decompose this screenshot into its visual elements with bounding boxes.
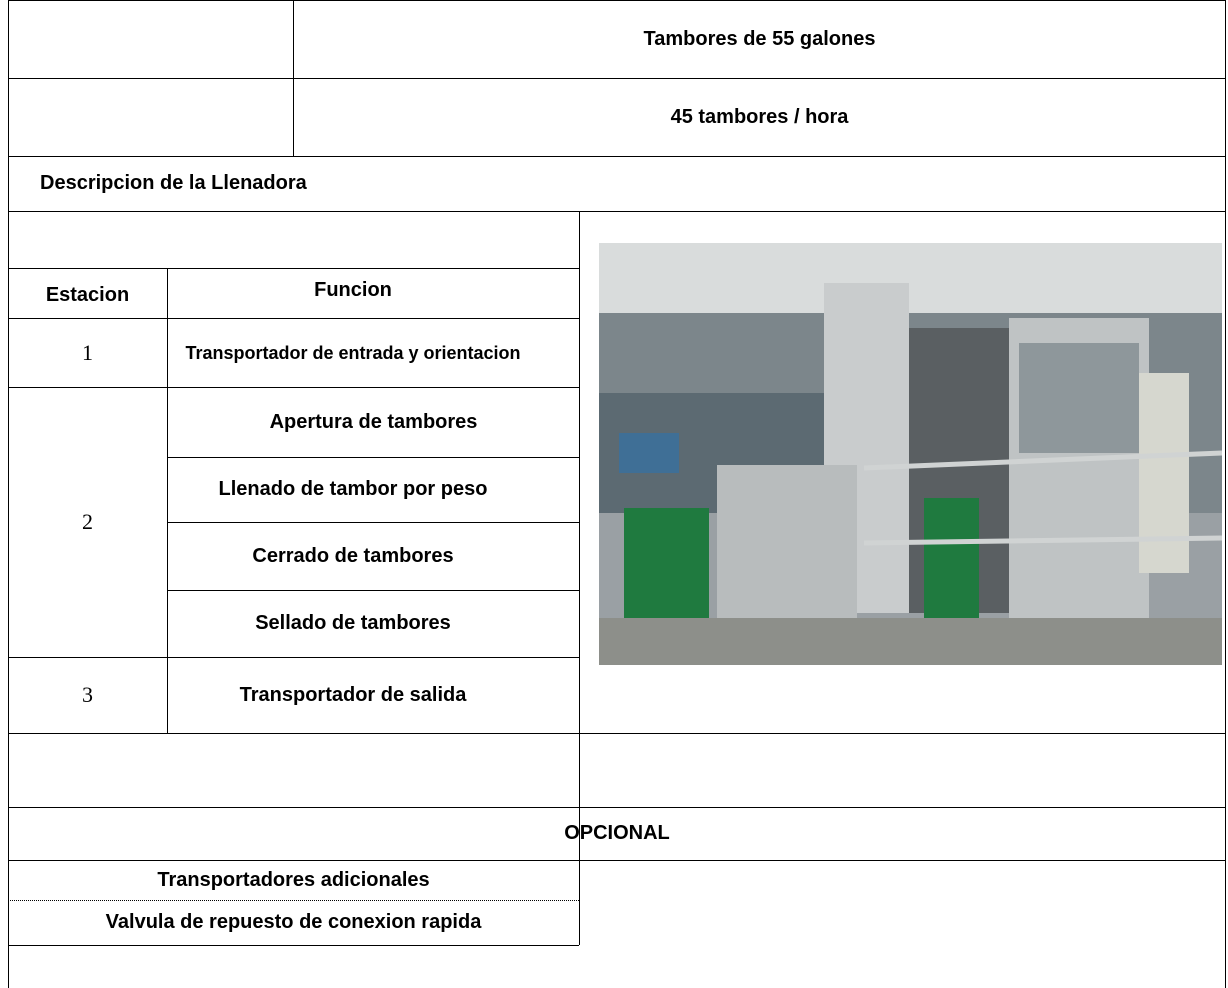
station-function: Sellado de tambores xyxy=(255,612,451,634)
border xyxy=(8,78,1226,79)
column-header: Estacion xyxy=(45,283,130,306)
border xyxy=(8,156,1226,157)
border xyxy=(167,268,168,733)
border xyxy=(8,211,1226,212)
rate: 45 tambores / hora xyxy=(670,105,849,128)
section-title: Descripcion de la Llenadora xyxy=(40,172,307,194)
border xyxy=(167,522,579,523)
column-header: Funcion xyxy=(314,278,392,301)
station-number: 3 xyxy=(82,682,93,707)
border xyxy=(8,318,579,319)
border xyxy=(8,733,1226,734)
station-function: Transportador de entrada y orientacion xyxy=(185,342,521,363)
optional-item: Valvula de repuesto de conexion rapida xyxy=(105,911,482,933)
border xyxy=(8,900,579,901)
station-number: 2 xyxy=(82,509,93,534)
border xyxy=(8,268,579,269)
border xyxy=(8,860,1226,861)
border xyxy=(8,807,1226,808)
drum-type: Tambores de 55 galones xyxy=(643,27,876,50)
station-function: Cerrado de tambores xyxy=(252,544,454,567)
border xyxy=(167,590,579,591)
border xyxy=(8,945,579,946)
border xyxy=(579,211,580,945)
border xyxy=(167,457,579,458)
border xyxy=(1225,0,1226,988)
border xyxy=(8,657,579,658)
station-function: Apertura de tambores xyxy=(269,410,478,433)
machine-photo xyxy=(599,243,1222,665)
station-function: Transportador de salida xyxy=(239,683,467,706)
station-number: 1 xyxy=(82,339,93,365)
optional-title: OPCIONAL xyxy=(564,822,670,844)
border xyxy=(8,0,9,988)
station-function: Llenado de tambor por peso xyxy=(218,478,488,500)
border xyxy=(293,0,294,156)
border xyxy=(8,387,579,388)
border xyxy=(8,0,1226,1)
optional-item: Transportadores adicionales xyxy=(157,868,430,891)
